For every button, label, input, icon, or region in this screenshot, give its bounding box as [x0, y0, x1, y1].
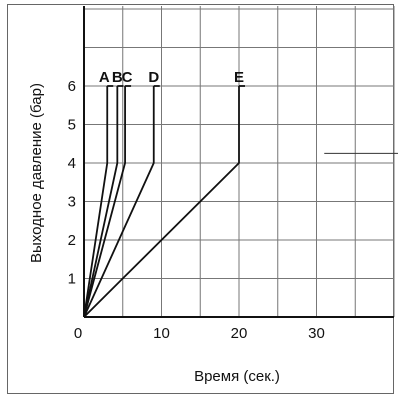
series-labels: A BC D E	[99, 69, 244, 86]
x-tick-label: 10	[153, 325, 170, 342]
axes	[83, 6, 394, 318]
x-axis-label: Время (сек.)	[194, 368, 280, 385]
series-label-e: E	[234, 69, 244, 86]
tick-labels: 0 10 20 30 1 2 3 4 5 6	[68, 78, 325, 342]
series-label-a: A	[99, 69, 110, 86]
series-label-d: D	[148, 69, 159, 86]
series-line-d	[83, 86, 155, 318]
y-tick-label: 4	[68, 155, 76, 172]
series-lines	[83, 85, 398, 318]
x-tick-label: 30	[308, 325, 325, 342]
series-label-b: B	[112, 69, 123, 86]
y-tick-label: 1	[68, 271, 76, 288]
series-line-a	[83, 86, 109, 318]
y-tick-label: 6	[68, 78, 76, 95]
x-tick-label: 20	[231, 325, 248, 342]
y-axis-label: Выходное давление (бар)	[28, 83, 45, 263]
series-line-e	[83, 86, 240, 318]
y-tick-label: 3	[68, 194, 76, 211]
x-tick-label: 0	[74, 325, 82, 342]
y-tick-label: 2	[68, 232, 76, 249]
series-label-c: C	[122, 69, 133, 86]
series-line-b	[83, 86, 119, 318]
y-tick-label: 5	[68, 117, 76, 134]
series-line-c	[83, 86, 126, 318]
